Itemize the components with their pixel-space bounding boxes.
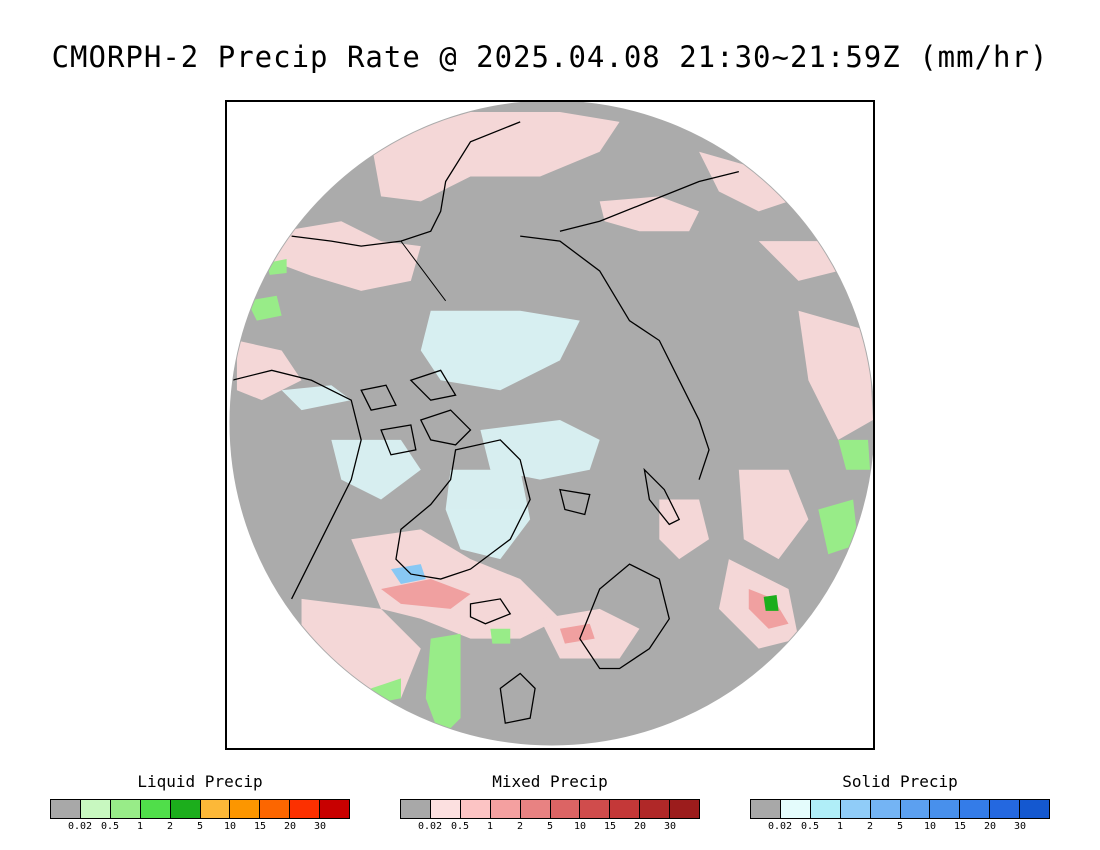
legend-tick-label: 30 — [663, 821, 677, 832]
legend-tick-label: 20 — [983, 821, 997, 832]
legend-title: Solid Precip — [842, 772, 958, 791]
legend-mixed: Mixed Precip 0.02 0.5 1 2 5 10 15 20 30 — [400, 772, 700, 835]
legend-swatch — [840, 800, 871, 818]
legend-colorbar — [400, 799, 700, 819]
legend-swatch — [870, 800, 901, 818]
coastlines — [231, 121, 739, 724]
legend-ticks: 0.02 0.5 1 2 5 10 15 20 30 — [400, 821, 700, 835]
legend-tick-label: 15 — [603, 821, 617, 832]
precip-map — [225, 100, 875, 750]
legend-swatch — [51, 800, 81, 818]
legend-swatch — [401, 800, 431, 818]
legend-swatch — [550, 800, 581, 818]
legend-ticks: 0.02 0.5 1 2 5 10 15 20 30 — [50, 821, 350, 835]
legend-swatch — [751, 800, 781, 818]
legend-tick-label: 1 — [486, 821, 494, 832]
legend-ticks: 0.02 0.5 1 2 5 10 15 20 30 — [750, 821, 1050, 835]
legend-swatch — [990, 800, 1021, 818]
legend-tick-label: 2 — [516, 821, 524, 832]
legend-swatch — [110, 800, 141, 818]
legend-swatch — [230, 800, 261, 818]
legend-tick-label: 30 — [1013, 821, 1027, 832]
legend-swatch — [580, 800, 611, 818]
legend-swatch — [640, 800, 671, 818]
legend-swatch — [960, 800, 991, 818]
legend-colorbar — [750, 799, 1050, 819]
legend-tick-label: 5 — [546, 821, 554, 832]
legend-tick-label: 15 — [253, 821, 267, 832]
legend-swatch — [780, 800, 811, 818]
legend-tick-label: 2 — [166, 821, 174, 832]
legend-tick-label: 0.5 — [800, 821, 820, 832]
legend-swatch — [200, 800, 231, 818]
legend-tick-label: 0.5 — [450, 821, 470, 832]
legend-tick-label: 10 — [923, 821, 937, 832]
legend-title: Liquid Precip — [137, 772, 263, 791]
legend-swatch — [80, 800, 111, 818]
legend-swatch — [140, 800, 171, 818]
legend-tick-label: 0.02 — [417, 821, 443, 832]
legend-liquid: Liquid Precip 0.02 0.5 1 2 5 10 15 20 30 — [50, 772, 350, 835]
legend-tick-label: 30 — [313, 821, 327, 832]
legend-tick-label: 5 — [196, 821, 204, 832]
legend-swatch — [490, 800, 521, 818]
legend-swatch — [610, 800, 641, 818]
solid-precip-areas — [281, 310, 600, 560]
legend-tick-label: 10 — [223, 821, 237, 832]
legend-swatch — [290, 800, 321, 818]
legend-colorbar — [50, 799, 350, 819]
legend-tick-label: 0.02 — [767, 821, 793, 832]
legend-swatch — [520, 800, 551, 818]
liquid-precip-areas — [246, 259, 871, 739]
legend-tick-label: 0.5 — [100, 821, 120, 832]
legend-swatch — [430, 800, 461, 818]
legend-solid: Solid Precip 0.02 0.5 1 2 5 10 15 20 30 — [750, 772, 1050, 835]
legend-tick-label: 2 — [866, 821, 874, 832]
legend-swatch — [260, 800, 291, 818]
liquid-precip-heavier — [763, 594, 779, 611]
legend-tick-label: 20 — [283, 821, 297, 832]
legend-tick-label: 0.02 — [67, 821, 93, 832]
legend-swatch — [670, 800, 700, 818]
legend-tick-label: 10 — [573, 821, 587, 832]
legend-swatch — [810, 800, 841, 818]
map-title: CMORPH-2 Precip Rate @ 2025.04.08 21:30~… — [51, 40, 1049, 74]
legend-tick-label: 1 — [836, 821, 844, 832]
legend-tick-label: 1 — [136, 821, 144, 832]
legend-swatch — [900, 800, 931, 818]
solid-precip-heavier — [390, 564, 426, 585]
legend-swatch — [170, 800, 201, 818]
legend-tick-label: 15 — [953, 821, 967, 832]
legend-tick-label: 5 — [896, 821, 904, 832]
legend-swatch — [1020, 800, 1050, 818]
mixed-precip-heavier — [381, 579, 789, 644]
legend-swatch — [320, 800, 350, 818]
legend-swatch — [460, 800, 491, 818]
legend-title: Mixed Precip — [492, 772, 608, 791]
legend-swatch — [930, 800, 961, 818]
legend-tick-label: 20 — [633, 821, 647, 832]
